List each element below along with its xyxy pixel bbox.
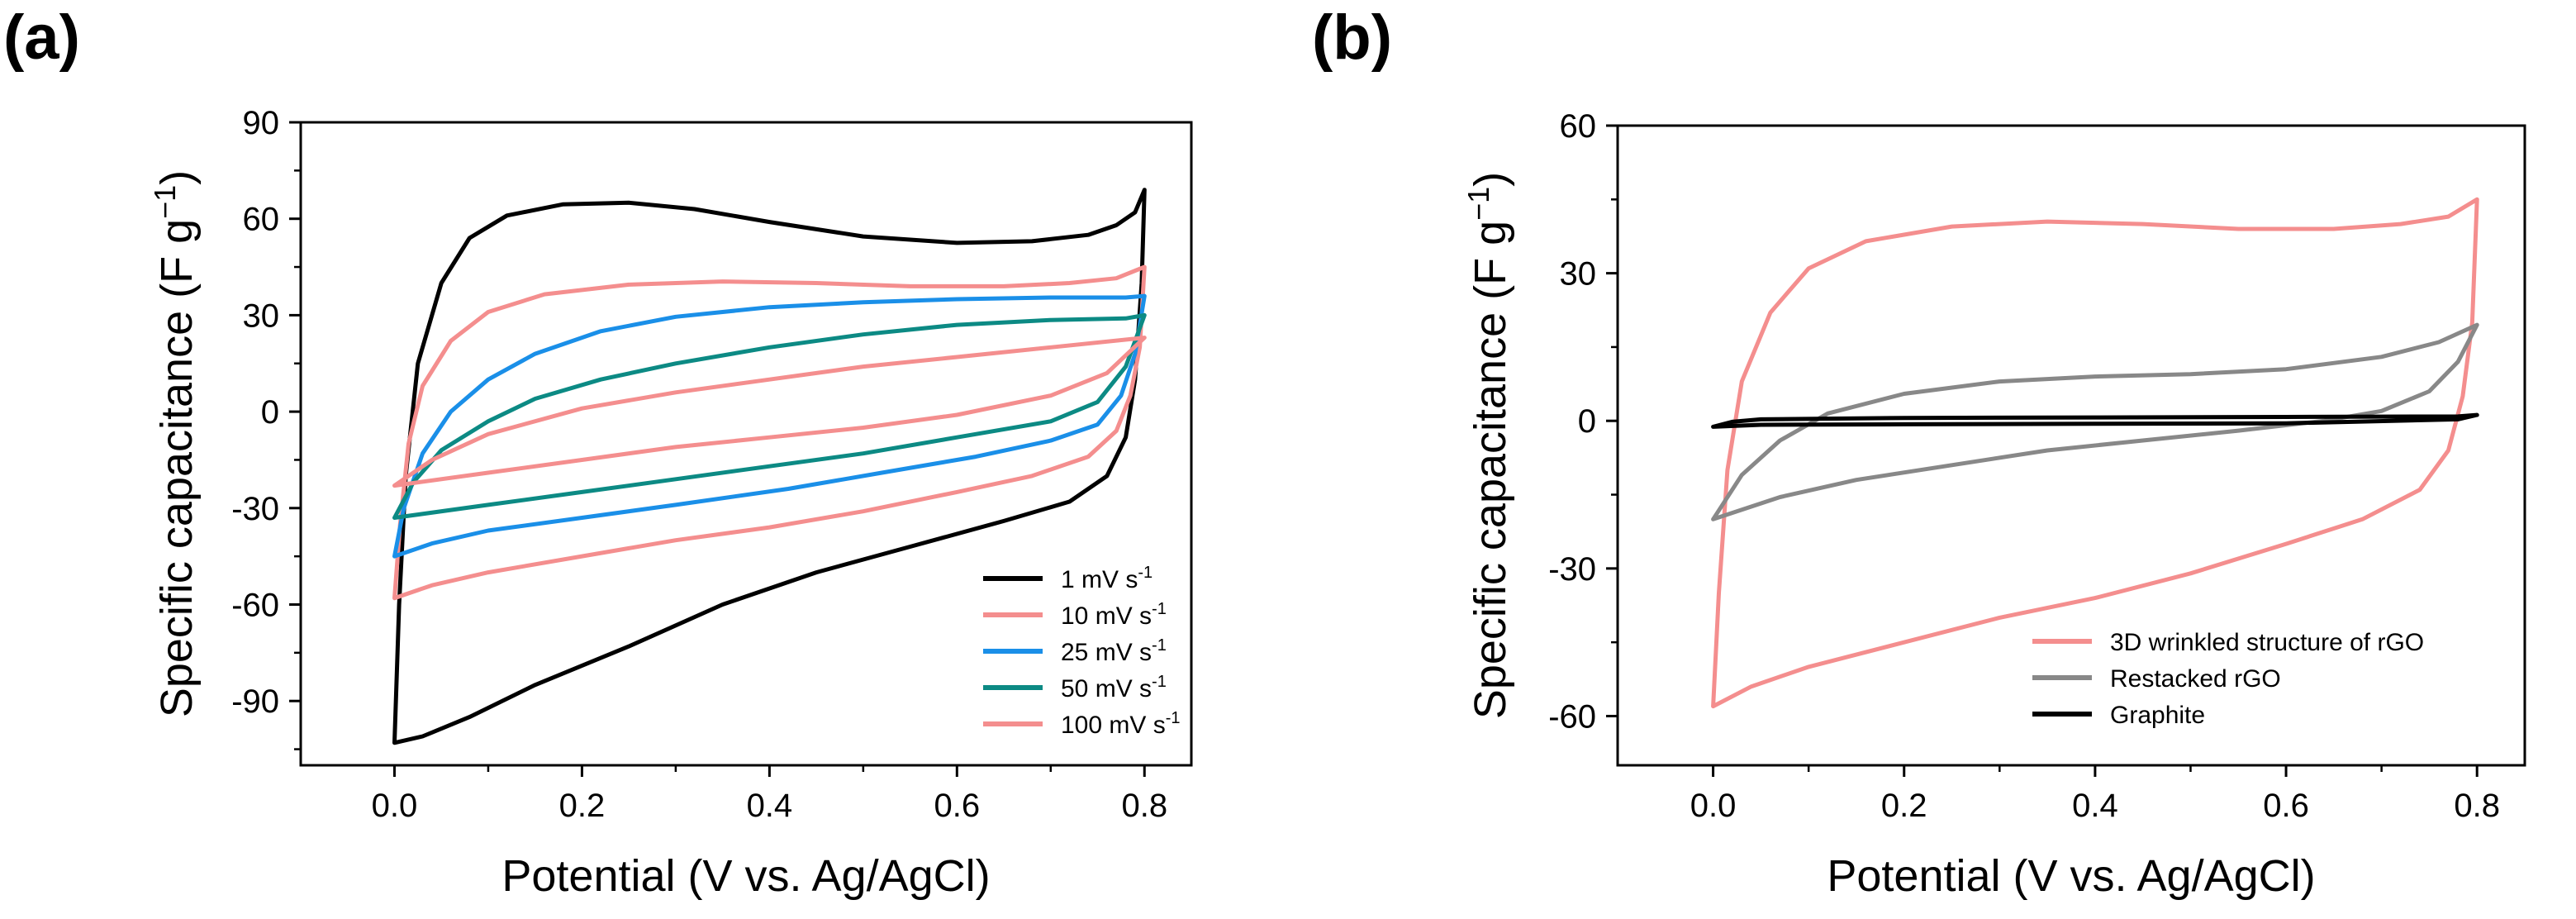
- legend-label-text: 50 mV s: [1061, 675, 1152, 702]
- chart-panel-a: 0.0 0.2 0.4 0.6 0.8 90 60 30 0 -30 -60 -90 Potential…: [148, 105, 1193, 901]
- x-tick-label: 0.4: [2072, 788, 2118, 824]
- x-tick-label: 0.2: [559, 788, 606, 824]
- y-axis-label-main: Specific capacitance (F g: [1466, 221, 1515, 719]
- y-tick-label: 60: [1560, 108, 1597, 145]
- legend-label-text: 10 mV s: [1061, 602, 1152, 630]
- x-tick-label: 0.4: [747, 788, 793, 824]
- y-tick-label: -60: [1548, 698, 1596, 735]
- legend-label-sup: -1: [1166, 709, 1181, 727]
- legend-label-text: 25 mV s: [1061, 639, 1152, 666]
- x-tick-label: 0.0: [1690, 788, 1737, 824]
- legend-label-text: Graphite: [2110, 702, 2205, 729]
- legend-label: 3D wrinkled structure of rGO: [2110, 629, 2424, 656]
- legend-label-text: 100 mV s: [1061, 712, 1166, 739]
- y-axis-label: Specific capacitance (F g−1): [148, 170, 202, 717]
- y-tick-label: 0: [1578, 403, 1596, 440]
- legend-label: 10 mV s-1: [1061, 600, 1167, 630]
- legend-label: Graphite: [2110, 702, 2205, 729]
- y-tick-label: 0: [261, 394, 279, 431]
- legend-label-sup: -1: [1152, 673, 1167, 691]
- series-line-3: [1711, 412, 2479, 429]
- series-line-1: [1711, 197, 2479, 709]
- y-axis-label-tail: ): [1466, 172, 1515, 187]
- y-tick-label: -60: [231, 588, 279, 624]
- panel-label-b: (b): [1312, 2, 1393, 73]
- legend-label-text: 1 mV s: [1061, 566, 1138, 593]
- y-axis-label-tail: ): [152, 170, 202, 185]
- legend-label-sup: -1: [1152, 600, 1167, 618]
- legend-label: 25 mV s-1: [1061, 636, 1167, 666]
- plot-frame: [299, 121, 1193, 767]
- series-line-2: [1711, 322, 2479, 521]
- x-tick-label: 0.8: [1121, 788, 1167, 824]
- legend-label: 1 mV s-1: [1061, 564, 1153, 593]
- y-tick-label: 30: [243, 298, 280, 334]
- series-line-5: [392, 336, 1147, 488]
- legend-label-text: 3D wrinkled structure of rGO: [2110, 629, 2424, 656]
- y-axis-label-sup: −1: [148, 185, 182, 219]
- legend-label-text: Restacked rGO: [2110, 665, 2281, 693]
- legend-label: 50 mV s-1: [1061, 673, 1167, 702]
- legend-label-sup: -1: [1138, 564, 1153, 582]
- x-axis-label: Potential (V vs. Ag/AgCl): [1827, 851, 2315, 901]
- y-tick-label: 90: [243, 105, 280, 141]
- x-tick-label: 0.6: [934, 788, 981, 824]
- legend: 3D wrinkled structure of rGO Restacked rG…: [2032, 629, 2424, 729]
- y-tick-label: 60: [243, 202, 280, 238]
- x-tick-label: 0.6: [2263, 788, 2309, 824]
- legend-label: Restacked rGO: [2110, 665, 2281, 693]
- y-tick-label: 30: [1560, 256, 1597, 293]
- y-tick-label: -90: [231, 683, 279, 720]
- panel-label-a: (a): [3, 2, 80, 73]
- x-tick-label: 0.2: [1881, 788, 1927, 824]
- legend-label-sup: -1: [1152, 636, 1167, 655]
- y-axis-label-sup: −1: [1461, 187, 1495, 221]
- y-axis-label-main: Specific capacitance (F g: [152, 219, 202, 717]
- legend-label: 100 mV s-1: [1061, 709, 1181, 739]
- chart-panel-b: 0.0 0.2 0.4 0.6 0.8 60 30 0 -30 -60 Potential (V v…: [1461, 108, 2526, 901]
- y-axis-label: Specific capacitance (F g−1): [1461, 172, 1515, 719]
- series-line-1: [392, 188, 1147, 745]
- y-tick-label: -30: [1548, 551, 1596, 588]
- series-line-4: [392, 312, 1147, 520]
- series-line-2: [392, 264, 1147, 601]
- x-tick-label: 0.8: [2454, 788, 2500, 824]
- x-tick-label: 0.0: [372, 788, 418, 824]
- plot-frame: [1616, 124, 2526, 767]
- y-tick-label: -30: [231, 491, 279, 527]
- series-line-3: [392, 293, 1147, 559]
- x-axis-label: Potential (V vs. Ag/AgCl): [501, 851, 990, 901]
